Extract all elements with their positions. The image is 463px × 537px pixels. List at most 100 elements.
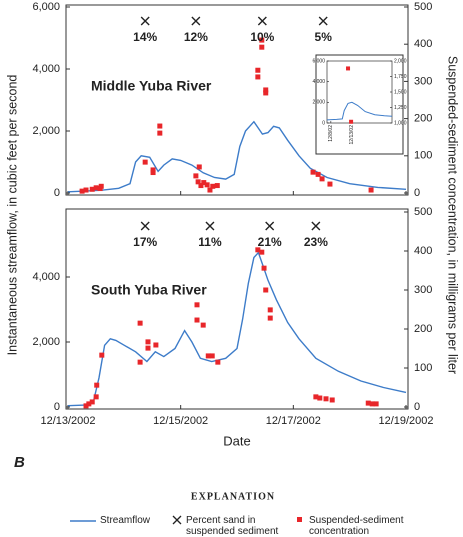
sediment-point (315, 171, 321, 177)
sediment-point (198, 183, 204, 189)
y-tick-label: 6,000 (312, 58, 325, 64)
river-label: Middle Yuba River (91, 78, 212, 94)
sediment-point (214, 183, 220, 189)
sediment-point (145, 339, 151, 345)
sediment-point (201, 180, 207, 186)
sediment-point (89, 186, 95, 192)
sediment-point (255, 74, 261, 80)
sand-marker (257, 16, 267, 26)
sediment-point (369, 401, 375, 407)
sediment-point (319, 176, 325, 182)
sediment-point (329, 397, 335, 403)
x-tick-label: 12/19/2002 (378, 415, 433, 427)
sediment-point (194, 317, 200, 323)
sediment-point (196, 164, 202, 170)
y2-tick-label: 300 (414, 75, 432, 87)
y-tick-label: 2,000 (32, 125, 60, 137)
y2-tick-label: 200 (414, 323, 432, 335)
y-tick-label: 4,000 (32, 63, 60, 75)
sand-label: 5% (315, 30, 333, 44)
sediment-point (83, 403, 89, 409)
y2-tick-label: 400 (414, 38, 432, 50)
x-tick-label: 12/17/2002 (266, 415, 321, 427)
y2-tick-label: 100 (414, 150, 432, 162)
sediment-point (313, 394, 319, 400)
sediment-point (86, 401, 92, 407)
sediment-point (346, 66, 351, 71)
sediment-point (157, 130, 163, 136)
sediment-point (327, 181, 333, 187)
sediment-point (150, 167, 156, 173)
x-tick-label: 12/13/2002 (40, 415, 95, 427)
sediment-point (157, 123, 163, 129)
sediment-point (194, 302, 200, 308)
y-tick-label: 2,000 (32, 336, 60, 348)
sediment-point (209, 353, 215, 359)
sediment-point (255, 247, 261, 253)
y2-tick-label: 100 (414, 362, 432, 374)
sediment-point (142, 159, 148, 165)
sediment-point (215, 359, 221, 365)
sediment-point (137, 320, 143, 326)
sediment-point (259, 44, 265, 50)
plot-frame (326, 60, 393, 124)
x-tick-label: 12/15/2002 (153, 415, 208, 427)
y2-axis-label: Suspended-sediment concentration, in mil… (446, 56, 460, 374)
x-tick-label: 12/13/02 (349, 125, 355, 145)
y-tick-label: 0 (322, 120, 325, 126)
sediment-point (145, 345, 151, 351)
y2-tick-label: 400 (414, 245, 432, 257)
y2-tick-label: 0 (414, 401, 420, 413)
y2-tick-label: 500 (414, 1, 432, 13)
y2-tick-label: 1,250 (394, 105, 407, 111)
plot-frame (65, 4, 409, 196)
sediment-point (94, 382, 100, 388)
sand-label: 21% (258, 235, 282, 249)
y2-tick-label: 1,000 (394, 120, 407, 126)
sediment-point (259, 37, 265, 43)
sediment-point (195, 179, 201, 185)
legend-cross (172, 515, 182, 525)
sediment-point (259, 249, 265, 255)
legend-label: Streamflow (100, 515, 151, 526)
inset-frame (315, 54, 404, 155)
sediment-point (89, 399, 95, 405)
sand-marker (318, 16, 328, 26)
y2-tick-label: 500 (414, 206, 432, 218)
sediment-point (349, 119, 354, 124)
sand-label: 12% (184, 30, 208, 44)
sediment-point (193, 173, 199, 179)
sediment-point (150, 170, 156, 176)
sand-marker (140, 221, 150, 231)
sediment-point (317, 395, 323, 401)
sand-marker (265, 221, 275, 231)
sediment-point (153, 342, 159, 348)
sediment-point (79, 188, 85, 194)
y2-tick-label: 0 (414, 187, 420, 199)
sand-label: 23% (304, 235, 328, 249)
sand-marker (140, 16, 150, 26)
y2-tick-label: 300 (414, 284, 432, 296)
y-tick-label: 0 (54, 187, 60, 199)
sediment-point (137, 359, 143, 365)
sand-marker (311, 221, 321, 231)
sand-marker (191, 16, 201, 26)
sand-label: 11% (198, 235, 222, 249)
y2-tick-label: 1,750 (394, 74, 407, 80)
sediment-point (261, 265, 267, 271)
legend-title: EXPLANATION (191, 491, 275, 502)
panel-letter: B (14, 454, 25, 471)
sediment-point (207, 187, 213, 193)
x-tick-label: 12/8/02 (328, 125, 334, 142)
sediment-point (210, 183, 216, 189)
sediment-point (368, 187, 374, 193)
x-axis-label: Date (223, 433, 250, 448)
sediment-point (323, 396, 329, 402)
sand-label: 10% (250, 30, 274, 44)
legend-label: Percent sand in suspended sediment (186, 515, 279, 537)
plot-frame (65, 208, 409, 410)
sediment-point (263, 287, 269, 293)
sediment-point (263, 90, 269, 96)
sediment-point (267, 315, 273, 321)
